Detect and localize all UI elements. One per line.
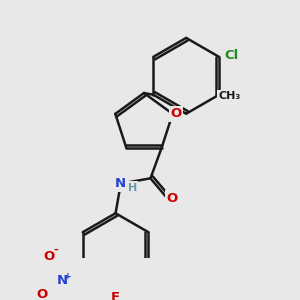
Text: O: O xyxy=(36,288,47,300)
Text: F: F xyxy=(111,291,120,300)
Text: O: O xyxy=(167,192,178,205)
Text: N: N xyxy=(115,177,126,190)
Text: +: + xyxy=(64,272,71,281)
Text: N: N xyxy=(57,274,68,287)
Text: Cl: Cl xyxy=(224,49,238,62)
Text: H: H xyxy=(128,183,137,193)
Text: CH₃: CH₃ xyxy=(218,92,241,101)
Text: O: O xyxy=(170,107,182,120)
Text: -: - xyxy=(53,245,58,255)
Text: O: O xyxy=(43,250,54,263)
